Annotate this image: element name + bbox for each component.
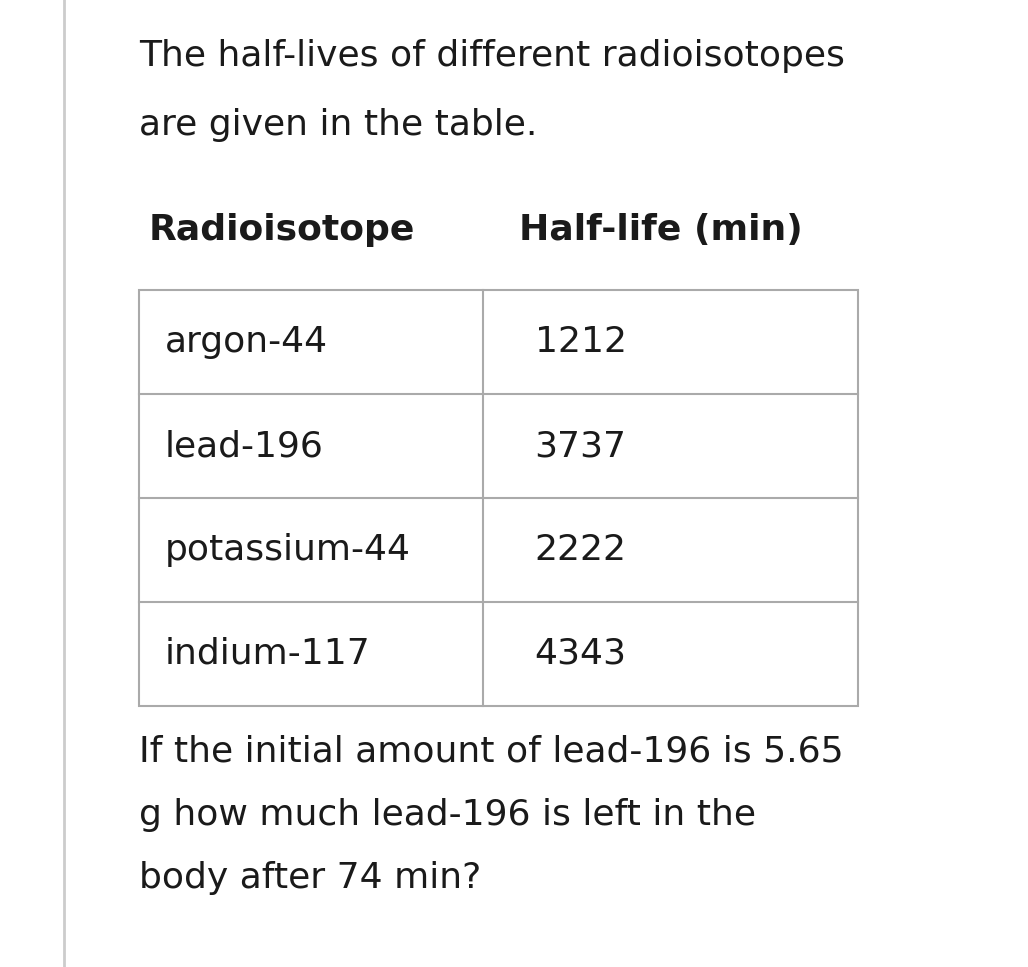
- Text: indium-117: indium-117: [164, 637, 370, 671]
- Text: 2222: 2222: [535, 533, 626, 567]
- Text: Radioisotope: Radioisotope: [149, 213, 415, 247]
- Text: body after 74 min?: body after 74 min?: [139, 861, 481, 894]
- Text: g how much lead-196 is left in the: g how much lead-196 is left in the: [139, 798, 756, 832]
- Text: argon-44: argon-44: [164, 325, 328, 359]
- Text: lead-196: lead-196: [164, 429, 324, 463]
- Text: 1212: 1212: [535, 325, 626, 359]
- Text: If the initial amount of lead-196 is 5.65: If the initial amount of lead-196 is 5.6…: [139, 735, 843, 769]
- Text: The half-lives of different radioisotopes: The half-lives of different radioisotope…: [139, 39, 845, 73]
- Bar: [139, 290, 858, 706]
- Text: Half-life (min): Half-life (min): [519, 213, 803, 247]
- Text: potassium-44: potassium-44: [164, 533, 410, 567]
- Text: 4343: 4343: [535, 637, 626, 671]
- Text: are given in the table.: are given in the table.: [139, 108, 538, 142]
- Text: 3737: 3737: [535, 429, 626, 463]
